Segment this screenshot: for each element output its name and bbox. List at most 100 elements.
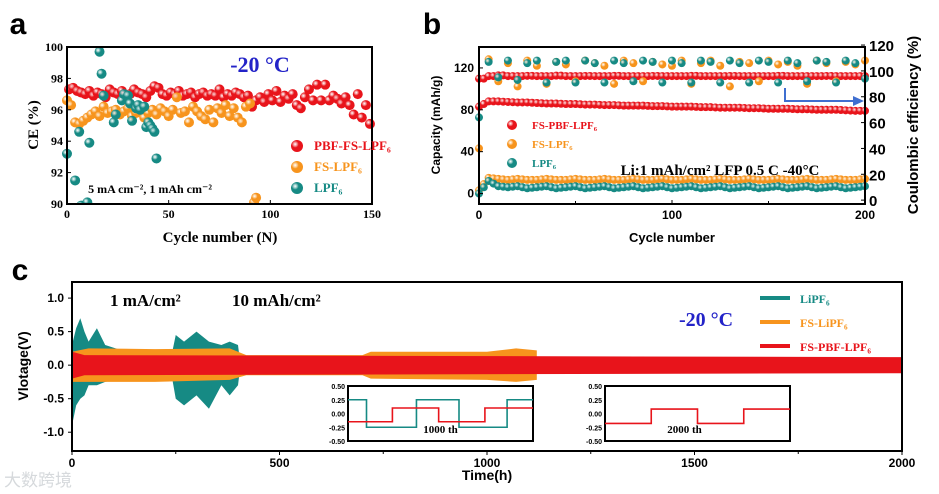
y-tick-label-c: -0.5 xyxy=(43,392,64,406)
point-b-ce xyxy=(581,56,590,65)
panel-a-frame xyxy=(66,46,373,205)
point-a-pbf xyxy=(267,95,278,106)
legend-label-b: LPF₆ xyxy=(532,158,557,170)
legend-label-c: FS-PBF-LPF₆ xyxy=(800,340,871,354)
y-tick-label-right-b: 60 xyxy=(869,116,886,133)
inset-frame xyxy=(347,385,534,442)
y-tick-label-c: 1.0 xyxy=(47,291,64,305)
point-a-fs xyxy=(220,100,231,111)
legend-label-a: PBF-FS-LPF₆ xyxy=(314,138,391,153)
point-b-ce xyxy=(716,78,725,87)
point-a-lpf xyxy=(127,115,138,126)
panel-label-a: a xyxy=(10,8,27,41)
point-a-fs xyxy=(171,92,182,103)
point-b-ce xyxy=(851,59,860,68)
point-a-pbf xyxy=(308,95,319,106)
point-b-ce xyxy=(677,59,686,68)
point-b-ce xyxy=(571,78,580,87)
point-a-lpf xyxy=(96,68,107,79)
condition-label-b: Li:1 mAh/cm² LFP 0.5 C -40°C xyxy=(621,163,820,179)
point-b-ce xyxy=(494,73,503,82)
inset-y-tick-label: 0.00 xyxy=(331,412,345,419)
point-a-lpf xyxy=(123,90,133,101)
x-tick-label-a: 150 xyxy=(363,207,381,221)
x-axis-label-a: Cycle number (N) xyxy=(163,230,278,246)
x-axis-label-c: Time(h) xyxy=(462,467,512,483)
legend-marker-a xyxy=(291,182,303,194)
point-a-fs xyxy=(228,103,239,114)
point-a-pbf xyxy=(303,84,314,95)
inset-y-tick-label: -0.25 xyxy=(586,425,602,432)
inset-y-tick-label: 0.25 xyxy=(588,398,602,405)
x-tick-label-c: 500 xyxy=(269,456,289,470)
point-b-ce xyxy=(803,77,812,86)
legend-marker-b xyxy=(507,120,517,130)
point-b-ce xyxy=(513,75,522,84)
point-b-ce xyxy=(812,56,821,65)
point-a-fs xyxy=(224,111,235,122)
point-a-lpf xyxy=(94,46,105,57)
point-a-lpf xyxy=(108,117,119,128)
y-tick-label-right-b: 40 xyxy=(869,141,886,158)
inset-voltage-trace xyxy=(348,407,533,423)
y-tick-label-right-b: 100 xyxy=(869,64,894,81)
point-a-pbf xyxy=(364,118,375,129)
point-b-ce xyxy=(639,77,648,86)
point-a-fs xyxy=(179,106,190,117)
point-a-fs xyxy=(245,98,255,109)
point-b-ce xyxy=(610,56,619,65)
y-tick-label-c: -1.0 xyxy=(43,425,64,439)
inset-voltage-trace xyxy=(605,408,790,425)
point-b-ce xyxy=(716,61,725,70)
point-b-ce xyxy=(725,82,734,91)
point-a-fs xyxy=(200,114,211,125)
inset-y-tick-label: -0.25 xyxy=(329,425,345,432)
y-axis-label-right-b: Coulombic efficiency (%) xyxy=(905,36,922,214)
point-b-ce xyxy=(735,59,744,68)
x-tick-label-b: 100 xyxy=(662,208,682,222)
y-tick-label-a: 98 xyxy=(51,71,63,85)
arrow-line xyxy=(784,88,855,102)
point-a-pbf xyxy=(214,84,225,95)
point-a-fs xyxy=(204,104,215,115)
y-tick-label-right-b: 120 xyxy=(869,38,894,55)
point-b-ce xyxy=(754,56,763,65)
x-tick-label-a: 50 xyxy=(163,207,175,221)
temperature-label-c: -20 °C xyxy=(679,309,733,331)
point-b-ce xyxy=(822,57,831,66)
point-b-ce xyxy=(639,56,648,65)
point-a-lpf xyxy=(151,153,162,164)
x-tick-label-a: 0 xyxy=(64,207,70,221)
inset-y-tick-label: 0.50 xyxy=(331,384,345,391)
y-tick-label-right-b: 80 xyxy=(869,90,886,107)
point-a-fs xyxy=(251,192,262,203)
point-a-fs xyxy=(94,111,105,122)
current-density-label: 1 mA/cm² xyxy=(110,291,181,310)
point-b-ce xyxy=(610,79,619,88)
x-tick-label-b: 200 xyxy=(855,208,875,222)
point-b-ce xyxy=(523,59,532,68)
y-tick-label-a: 92 xyxy=(51,166,63,180)
panel-label-b: b xyxy=(423,8,441,41)
point-b-ce xyxy=(774,78,783,87)
y-tick-label-a: 90 xyxy=(51,197,63,211)
y-axis-label-a: CE (%) xyxy=(26,100,42,150)
point-a-fs xyxy=(167,104,178,115)
point-a-fs xyxy=(208,117,219,128)
inset-y-tick-label: 0.50 xyxy=(588,384,602,391)
inset-y-tick-label: -0.50 xyxy=(586,439,602,446)
point-a-pbf xyxy=(271,85,282,96)
x-tick-label-c: 1000 xyxy=(474,456,501,470)
legend-marker-a xyxy=(291,140,303,152)
y-tick-label-a: 96 xyxy=(51,103,63,117)
point-b-ce xyxy=(619,59,628,68)
point-a-fs xyxy=(236,117,247,128)
point-a-pbf xyxy=(242,90,253,101)
point-b-ce xyxy=(484,57,493,66)
point-b-ce xyxy=(832,78,841,87)
legend-marker-b xyxy=(507,158,517,168)
point-b-ce xyxy=(561,56,570,65)
point-b-ce xyxy=(793,59,802,68)
x-axis-label-b: Cycle number xyxy=(629,230,715,245)
